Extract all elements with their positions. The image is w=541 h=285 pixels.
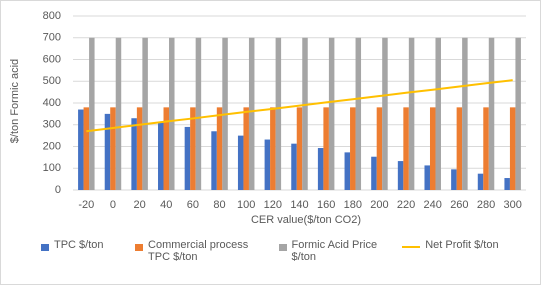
y-tick-label: 200: [43, 140, 61, 152]
line: [86, 79, 513, 133]
bar: [115, 37, 122, 190]
bar: [515, 37, 521, 190]
bar: [477, 173, 484, 190]
bar: [371, 156, 377, 190]
x-tick-label: 180: [344, 199, 362, 211]
bar: [131, 118, 137, 190]
bar: [163, 107, 170, 190]
x-tick-label: 200: [370, 199, 388, 211]
legend-label: TPC $/ton: [54, 239, 104, 251]
bar: [142, 37, 148, 190]
legend-item: Formic Acid Price $/ton: [278, 239, 403, 263]
x-tick-label: 0: [110, 199, 116, 211]
x-tick-label: 60: [187, 199, 199, 211]
legend-swatch: [402, 246, 421, 248]
bar: [509, 107, 516, 190]
x-tick-label: 240: [424, 199, 442, 211]
bar: [344, 152, 351, 190]
legend-item: Commercial process TPC $/ton: [135, 239, 279, 263]
legend-item: Net Profit $/ton: [402, 239, 521, 263]
bar: [211, 131, 217, 190]
bar: [403, 107, 409, 190]
bar: [504, 178, 510, 190]
legend-swatch: [135, 244, 144, 251]
x-tick-label: 100: [237, 199, 255, 211]
y-tick-label: 800: [43, 10, 61, 22]
bar: [237, 135, 244, 190]
bar: [408, 37, 415, 190]
legend-swatch: [278, 244, 287, 251]
bar: [78, 109, 84, 190]
bar: [355, 37, 362, 190]
y-tick-label: 600: [43, 53, 61, 65]
y-tick-label: 400: [43, 97, 61, 109]
x-tick-label: 280: [477, 199, 495, 211]
bar: [264, 139, 271, 190]
x-tick-label: 40: [160, 199, 172, 211]
bar: [376, 107, 383, 190]
bar: [350, 107, 356, 190]
bar: [243, 107, 249, 190]
x-tick-label: 300: [503, 199, 521, 211]
legend-label: Commercial process TPC $/ton: [148, 239, 249, 263]
bar: [302, 37, 308, 190]
x-axis-title: CER value($/ton CO2): [251, 214, 361, 226]
bar: [296, 107, 303, 190]
bar: [397, 161, 404, 190]
bar: [429, 107, 436, 190]
bar: [451, 169, 457, 190]
bar: [184, 126, 191, 190]
bar: [169, 37, 175, 190]
bar: [488, 37, 495, 190]
bar: [323, 107, 329, 190]
bar: [275, 37, 282, 190]
legend-item: TPC $/ton: [41, 239, 135, 263]
x-tick-label: 140: [290, 199, 308, 211]
bar: [104, 113, 111, 190]
bar: [190, 107, 196, 190]
x-tick-label: -20: [78, 199, 94, 211]
bar: [195, 37, 202, 190]
bar: [317, 148, 324, 190]
bar: [328, 37, 335, 190]
bar: [110, 107, 116, 190]
y-tick-label: 500: [43, 75, 61, 87]
chart: CER value($/ton CO2) $/ton Formic acid 0…: [9, 10, 526, 226]
bar: [158, 122, 164, 190]
x-tick-label: 120: [264, 199, 282, 211]
bar: [216, 107, 223, 190]
y-tick-label: 300: [43, 119, 61, 131]
legend-label: Net Profit $/ton: [425, 239, 499, 251]
y-tick-label: 0: [55, 184, 61, 196]
bar: [291, 143, 297, 190]
bar: [483, 107, 489, 190]
bar: [382, 37, 388, 190]
y-tick-label: 700: [43, 32, 61, 44]
bar: [83, 107, 90, 190]
bar: [248, 37, 255, 190]
legend-swatch: [41, 244, 49, 251]
bar: [270, 107, 276, 190]
bar: [424, 165, 430, 190]
bar: [462, 37, 468, 190]
legend: TPC $/ton Commercial process TPC $/ton For…: [41, 239, 521, 263]
bar: [89, 37, 95, 190]
x-tick-label: 220: [397, 199, 415, 211]
x-tick-label: 80: [213, 199, 225, 211]
bar: [456, 107, 463, 190]
x-tick-label: 160: [317, 199, 335, 211]
legend-label: Formic Acid Price $/ton: [291, 239, 378, 263]
y-axis-title: $/ton Formic acid: [9, 59, 21, 143]
y-tick-label: 100: [43, 162, 61, 174]
bar: [435, 37, 441, 190]
bar: [136, 107, 143, 190]
x-tick-label: 20: [133, 199, 145, 211]
x-tick-label: 260: [450, 199, 468, 211]
